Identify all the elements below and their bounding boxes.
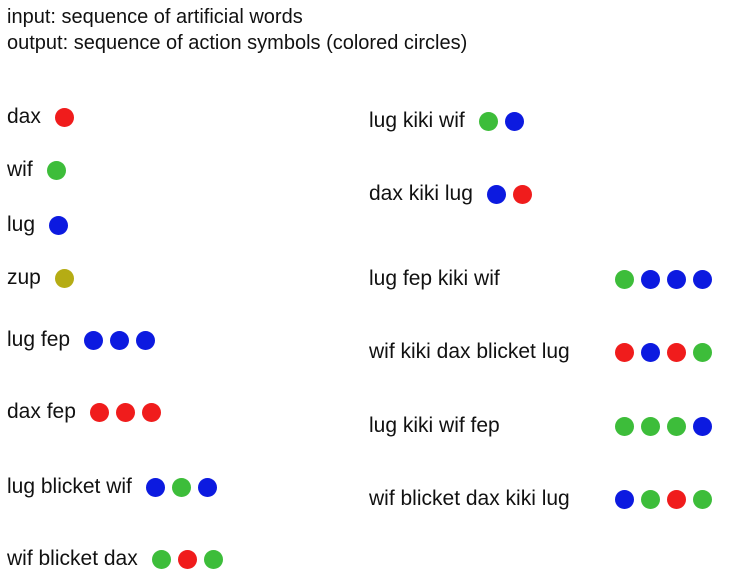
- red-circle-icon: [512, 184, 532, 204]
- example-words: wif: [7, 158, 33, 181]
- blue-circle-icon: [49, 215, 69, 235]
- example-words: lug kiki wif fep: [369, 414, 500, 437]
- right-example-row: lug kiki wif: [369, 107, 524, 135]
- action-symbols: [54, 268, 74, 288]
- example-words: dax fep: [7, 400, 76, 423]
- left-example-row: lug blicket wif: [7, 473, 217, 501]
- blue-circle-icon: [667, 269, 686, 289]
- left-example-row: lug fep: [7, 326, 156, 354]
- right-example-row: lug kiki wif fep: [369, 412, 712, 440]
- red-circle-icon: [89, 402, 109, 422]
- action-symbols: [145, 477, 217, 497]
- example-words: lug fep: [7, 328, 71, 351]
- action-symbols: [615, 489, 712, 509]
- example-words: dax: [7, 105, 41, 128]
- left-example-row: dax fep: [7, 398, 161, 426]
- blue-circle-icon: [693, 269, 712, 289]
- action-symbols: [615, 416, 712, 436]
- green-circle-icon: [615, 269, 634, 289]
- blue-circle-icon: [641, 342, 660, 362]
- action-symbols: [89, 402, 161, 422]
- green-circle-icon: [693, 489, 712, 509]
- left-example-row: lug: [7, 211, 69, 239]
- green-circle-icon: [478, 111, 498, 131]
- red-circle-icon: [667, 342, 686, 362]
- left-example-row: wif: [7, 156, 66, 184]
- right-example-row: dax kiki lug: [369, 180, 532, 208]
- red-circle-icon: [115, 402, 135, 422]
- example-words: dax kiki lug: [369, 182, 473, 205]
- right-example-row: lug fep kiki wif: [369, 265, 712, 293]
- red-circle-icon: [615, 342, 634, 362]
- red-circle-icon: [667, 489, 686, 509]
- green-circle-icon: [667, 416, 686, 436]
- action-symbols: [46, 160, 66, 180]
- blue-circle-icon: [136, 330, 156, 350]
- left-example-row: wif blicket dax: [7, 545, 223, 573]
- green-circle-icon: [151, 549, 171, 569]
- red-circle-icon: [54, 107, 74, 127]
- blue-circle-icon: [693, 416, 712, 436]
- example-words: lug fep kiki wif: [369, 267, 500, 290]
- right-example-row: wif blicket dax kiki lug: [369, 485, 712, 513]
- green-circle-icon: [615, 416, 634, 436]
- header-input-line: input: sequence of artificial words: [7, 6, 303, 28]
- blue-circle-icon: [486, 184, 506, 204]
- green-circle-icon: [46, 160, 66, 180]
- action-symbols: [49, 215, 69, 235]
- action-symbols: [478, 111, 524, 131]
- olive-circle-icon: [54, 268, 74, 288]
- blue-circle-icon: [615, 489, 634, 509]
- action-symbols: [84, 330, 156, 350]
- green-circle-icon: [203, 549, 223, 569]
- action-symbols: [54, 107, 74, 127]
- blue-circle-icon: [110, 330, 130, 350]
- action-symbols: [615, 342, 712, 362]
- right-example-row: wif kiki dax blicket lug: [369, 338, 712, 366]
- example-words: wif blicket dax kiki lug: [369, 487, 570, 510]
- action-symbols: [151, 549, 223, 569]
- action-symbols: [486, 184, 532, 204]
- blue-circle-icon: [504, 111, 524, 131]
- header-output-line: output: sequence of action symbols (colo…: [7, 32, 468, 54]
- blue-circle-icon: [197, 477, 217, 497]
- example-words: wif kiki dax blicket lug: [369, 340, 570, 363]
- example-words: zup: [7, 266, 41, 289]
- green-circle-icon: [171, 477, 191, 497]
- left-example-row: dax: [7, 103, 74, 131]
- green-circle-icon: [641, 489, 660, 509]
- blue-circle-icon: [84, 330, 104, 350]
- example-words: wif blicket dax: [7, 547, 138, 570]
- red-circle-icon: [141, 402, 161, 422]
- action-symbols: [615, 269, 712, 289]
- blue-circle-icon: [641, 269, 660, 289]
- blue-circle-icon: [145, 477, 165, 497]
- header: input: sequence of artificial words outp…: [7, 4, 467, 56]
- red-circle-icon: [177, 549, 197, 569]
- green-circle-icon: [693, 342, 712, 362]
- example-words: lug: [7, 213, 36, 236]
- left-example-row: zup: [7, 264, 74, 292]
- example-words: lug blicket wif: [7, 475, 132, 498]
- example-words: lug kiki wif: [369, 109, 465, 132]
- green-circle-icon: [641, 416, 660, 436]
